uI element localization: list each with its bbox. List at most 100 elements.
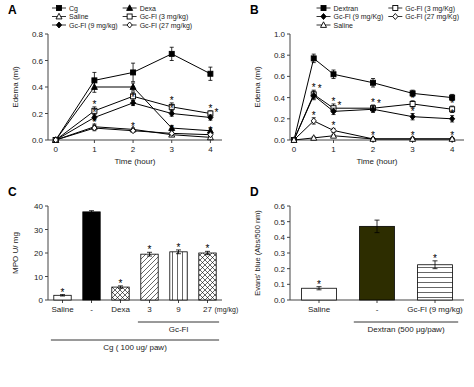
error-bar [131, 63, 135, 82]
legend-item: Gc-Fl (9 mg/kg) [52, 22, 118, 30]
y-tick [45, 229, 48, 230]
bracket [51, 340, 219, 341]
error-bar [208, 115, 212, 120]
annotation: (mg/kg) [215, 306, 239, 314]
legend-marker [393, 14, 398, 20]
legend-marker [393, 6, 398, 11]
legend-marker [127, 22, 132, 28]
x-tick-label: 1 [92, 145, 97, 154]
legend-item: Dexa [123, 5, 156, 12]
annotation: * [371, 97, 375, 108]
series-line [294, 121, 452, 140]
y-tick [287, 55, 290, 56]
legend-label: Saline [69, 13, 89, 20]
legend-label: Dexa [140, 5, 156, 12]
x-axis [48, 300, 222, 301]
annotation: * [208, 103, 212, 114]
x-tick [149, 300, 150, 303]
legend-marker [56, 22, 61, 28]
y-tick-label: 0.4 [32, 83, 44, 92]
x-tick-label: 2 [371, 145, 376, 154]
plot-area [291, 54, 455, 143]
x-tick [120, 300, 121, 303]
annotation: * [312, 110, 316, 121]
y-tick-label: 0.6 [32, 57, 44, 66]
data-point [331, 108, 336, 114]
legend-marker [127, 14, 132, 19]
x-tick-label: Gc-Fl (9 mg/kg) [407, 305, 463, 314]
y-tick-label: 0 [39, 296, 44, 305]
data-point [331, 72, 336, 77]
data-point [53, 137, 59, 143]
x-axis-label: Time (hour) [114, 157, 155, 166]
legend-marker [57, 6, 62, 11]
x-tick-label: 3 [147, 305, 152, 314]
y-tick [45, 113, 48, 114]
figure: A0.00.20.40.60.8Edema (ml)01234Time (hou… [0, 0, 474, 387]
annotation: * [411, 130, 415, 141]
annotation: * [131, 92, 135, 103]
x-tick-label: 4 [450, 145, 455, 154]
panel-label: C [8, 185, 17, 199]
y-tick [287, 76, 290, 77]
y-axis-label: Edema (ml) [253, 66, 262, 108]
annotation: * [332, 120, 336, 131]
annotation: * [317, 279, 321, 290]
data-point [311, 92, 316, 98]
y-tick [45, 60, 48, 61]
x-axis-label: Time (hour) [356, 157, 397, 166]
annotation: * [411, 106, 415, 117]
y-tick-label: 0.6 [274, 202, 286, 211]
data-point [291, 137, 297, 143]
series-line [294, 95, 452, 140]
bar [112, 287, 129, 300]
panel: C010203040MPO U/ mgSaline-Dexa3927*****(… [8, 185, 238, 352]
bar [170, 252, 187, 300]
series [291, 118, 454, 143]
panel-label: A [8, 3, 17, 17]
panel: B0.00.20.40.60.81.0Edema (ml)01234Time (… [250, 3, 464, 166]
y-tick-label: 10 [34, 273, 43, 282]
y-tick [45, 276, 48, 277]
annotation: * [92, 107, 96, 118]
legend-label: Gc-Fl (9 mg/kg) [69, 22, 118, 30]
annotation: * [318, 83, 322, 94]
x-tick-label: - [90, 305, 93, 314]
error-bar [92, 82, 96, 93]
y-tick [45, 253, 48, 254]
annotation: * [206, 243, 210, 254]
x-tick-label: 0 [54, 145, 59, 154]
data-point [53, 138, 58, 143]
y-tick-label: 1.0 [274, 30, 286, 39]
error-bar [332, 108, 336, 114]
data-point [208, 71, 213, 76]
data-point [331, 133, 337, 139]
legend-label: Saline [334, 22, 354, 29]
legend-label: Gc-Fl (3 mg/Kg) [405, 5, 455, 13]
legend-label: Cg [69, 5, 78, 13]
bracket [138, 322, 219, 323]
legend-item: Gc-Fl (27 mg/Kg) [388, 13, 459, 21]
bracket-label: Gc-Fl [169, 325, 189, 334]
bracket-label: Cg ( 100 ug/ paw) [103, 343, 167, 352]
y-tick-label: 0.3 [274, 249, 286, 258]
error-bar [312, 54, 316, 62]
series-line [56, 103, 211, 140]
error-bar [375, 220, 380, 233]
y-tick-label: 0.4 [274, 94, 286, 103]
legend-label: Dextran [334, 5, 359, 12]
y-axis-label: Edema (ml) [11, 66, 20, 108]
y-axis [290, 34, 291, 140]
y-tick-label: 0.5 [274, 218, 286, 227]
legend-item: Dextran [317, 5, 359, 12]
y-tick-label: 0.4 [274, 233, 286, 242]
series [291, 90, 454, 142]
legend-marker [321, 6, 326, 11]
annotation: * [92, 117, 96, 128]
series-line [294, 94, 452, 140]
bar [199, 253, 216, 300]
legend-item: Saline [52, 13, 89, 20]
legend: CgDexaSalineGc-Fl (3 mg/kg)Gc-Fl (9 mg/k… [52, 5, 192, 30]
legend-marker [127, 5, 133, 11]
x-tick-label: 1 [331, 145, 336, 154]
